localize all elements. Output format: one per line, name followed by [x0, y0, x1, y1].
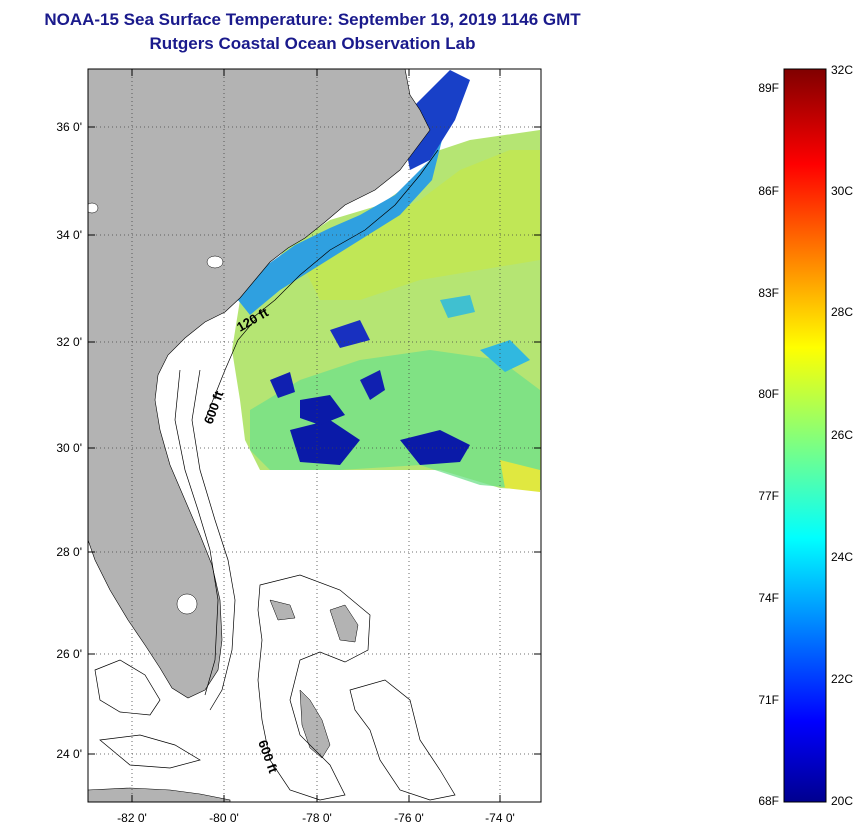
land-bahamas-2	[329, 604, 359, 643]
cb-c-label: 20C	[831, 794, 853, 808]
land-bahamas-3	[269, 599, 296, 621]
land-bahamas-1	[299, 689, 331, 759]
cb-c-label: 24C	[831, 550, 853, 564]
lat-label: 36 0'	[56, 120, 82, 134]
lat-label: 30 0'	[56, 441, 82, 455]
cb-f-label: 83F	[758, 286, 779, 300]
map-border	[87, 68, 542, 803]
map-ticks	[88, 69, 541, 802]
longitude-labels: -82 0' -80 0' -78 0' -76 0' -74 0'	[117, 811, 515, 825]
map-title: NOAA-15 Sea Surface Temperature: Septemb…	[44, 10, 581, 29]
lat-label: 26 0'	[56, 647, 82, 661]
lat-label: 24 0'	[56, 747, 82, 761]
sst-data-layer	[232, 70, 541, 492]
latitude-labels: 36 0' 34 0' 32 0' 30 0' 28 0' 26 0' 24 0…	[56, 120, 82, 761]
cb-f-label: 77F	[758, 489, 779, 503]
cb-f-label: 80F	[758, 387, 779, 401]
land-cuba	[88, 787, 231, 802]
lat-label: 34 0'	[56, 228, 82, 242]
map-panel	[88, 69, 541, 802]
colorbar-fahrenheit-labels: 89F 86F 83F 80F 77F 74F 71F 68F	[758, 81, 779, 808]
cb-c-label: 22C	[831, 672, 853, 686]
cb-f-label: 86F	[758, 184, 779, 198]
lon-label: -82 0'	[117, 811, 147, 825]
lon-label: -78 0'	[302, 811, 332, 825]
cb-f-label: 89F	[758, 81, 779, 95]
cb-c-label: 28C	[831, 305, 853, 319]
colorbar-celsius-labels: 32C 30C 28C 26C 24C 22C 20C	[831, 63, 853, 808]
lon-label: -80 0'	[209, 811, 239, 825]
cb-c-label: 26C	[831, 428, 853, 442]
cb-f-label: 74F	[758, 591, 779, 605]
cb-c-label: 32C	[831, 63, 853, 77]
map-subtitle: Rutgers Coastal Ocean Observation Lab	[149, 34, 476, 53]
lon-label: -76 0'	[394, 811, 424, 825]
bathymetry-contours	[94, 149, 456, 801]
lat-label: 32 0'	[56, 335, 82, 349]
colorbar	[783, 68, 827, 803]
land-us-florida	[88, 69, 431, 699]
cb-c-label: 30C	[831, 184, 853, 198]
cb-f-label: 71F	[758, 693, 779, 707]
lat-label: 28 0'	[56, 545, 82, 559]
cb-f-label: 68F	[758, 794, 779, 808]
lon-label: -74 0'	[485, 811, 515, 825]
